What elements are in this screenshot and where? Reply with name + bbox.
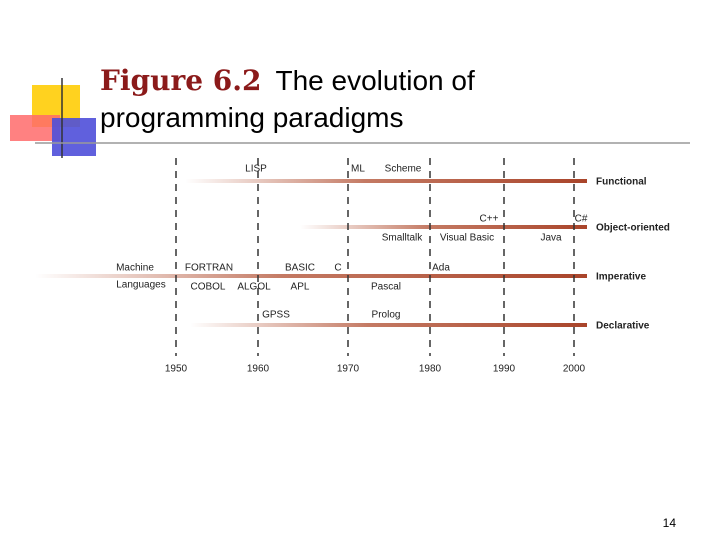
language-labels: LISP ML Scheme C++ C# Smalltalk Visual B…	[116, 164, 588, 321]
timeline-lines	[35, 179, 587, 327]
language-label: C#	[575, 214, 588, 225]
year-label: 2000	[563, 364, 586, 375]
language-label: Machine	[116, 263, 154, 274]
language-label: BASIC	[285, 263, 315, 274]
year-label: 1990	[493, 364, 516, 375]
language-label: Scheme	[385, 164, 422, 175]
decoration	[10, 78, 690, 158]
year-labels: 1950 1960 1970 1980 1990 2000	[165, 364, 586, 375]
red-square	[10, 115, 60, 141]
language-label: FORTRAN	[185, 263, 233, 274]
figure-label: Figure 6.2	[100, 64, 261, 97]
language-label: Java	[540, 233, 562, 244]
title-text: The evolution of	[275, 65, 474, 96]
language-label: ALGOL	[237, 282, 271, 293]
year-label: 1970	[337, 364, 360, 375]
title-line-2: programming paradigms	[100, 102, 403, 133]
language-label: Languages	[116, 280, 166, 291]
language-label: C	[334, 263, 341, 274]
paradigm-label: Declarative	[596, 321, 650, 332]
year-label: 1960	[247, 364, 270, 375]
blue-square	[52, 118, 96, 156]
page-number: 14	[663, 516, 677, 530]
title-line-1: Figure 6.2 The evolution of	[100, 64, 475, 97]
year-label: 1980	[419, 364, 442, 375]
language-label: ML	[351, 164, 365, 175]
year-label: 1950	[165, 364, 188, 375]
functional-line	[185, 179, 587, 183]
paradigm-labels: Functional Object-oriented Imperative De…	[596, 177, 670, 332]
language-label: Ada	[432, 263, 450, 274]
declarative-line	[190, 323, 587, 327]
language-label: Smalltalk	[382, 233, 424, 244]
year-lines	[175, 158, 575, 356]
language-label: Visual Basic	[440, 233, 494, 244]
language-label: LISP	[245, 164, 267, 175]
language-label: Pascal	[371, 282, 401, 293]
language-label: COBOL	[190, 282, 225, 293]
language-label: APL	[291, 282, 310, 293]
language-label: GPSS	[262, 310, 290, 321]
imperative-line	[35, 274, 587, 278]
paradigm-label: Functional	[596, 177, 647, 188]
language-label: Prolog	[372, 310, 401, 321]
paradigm-label: Object-oriented	[596, 223, 670, 234]
language-label: C++	[480, 214, 499, 225]
paradigm-label: Imperative	[596, 272, 646, 283]
object-oriented-line	[300, 225, 587, 229]
